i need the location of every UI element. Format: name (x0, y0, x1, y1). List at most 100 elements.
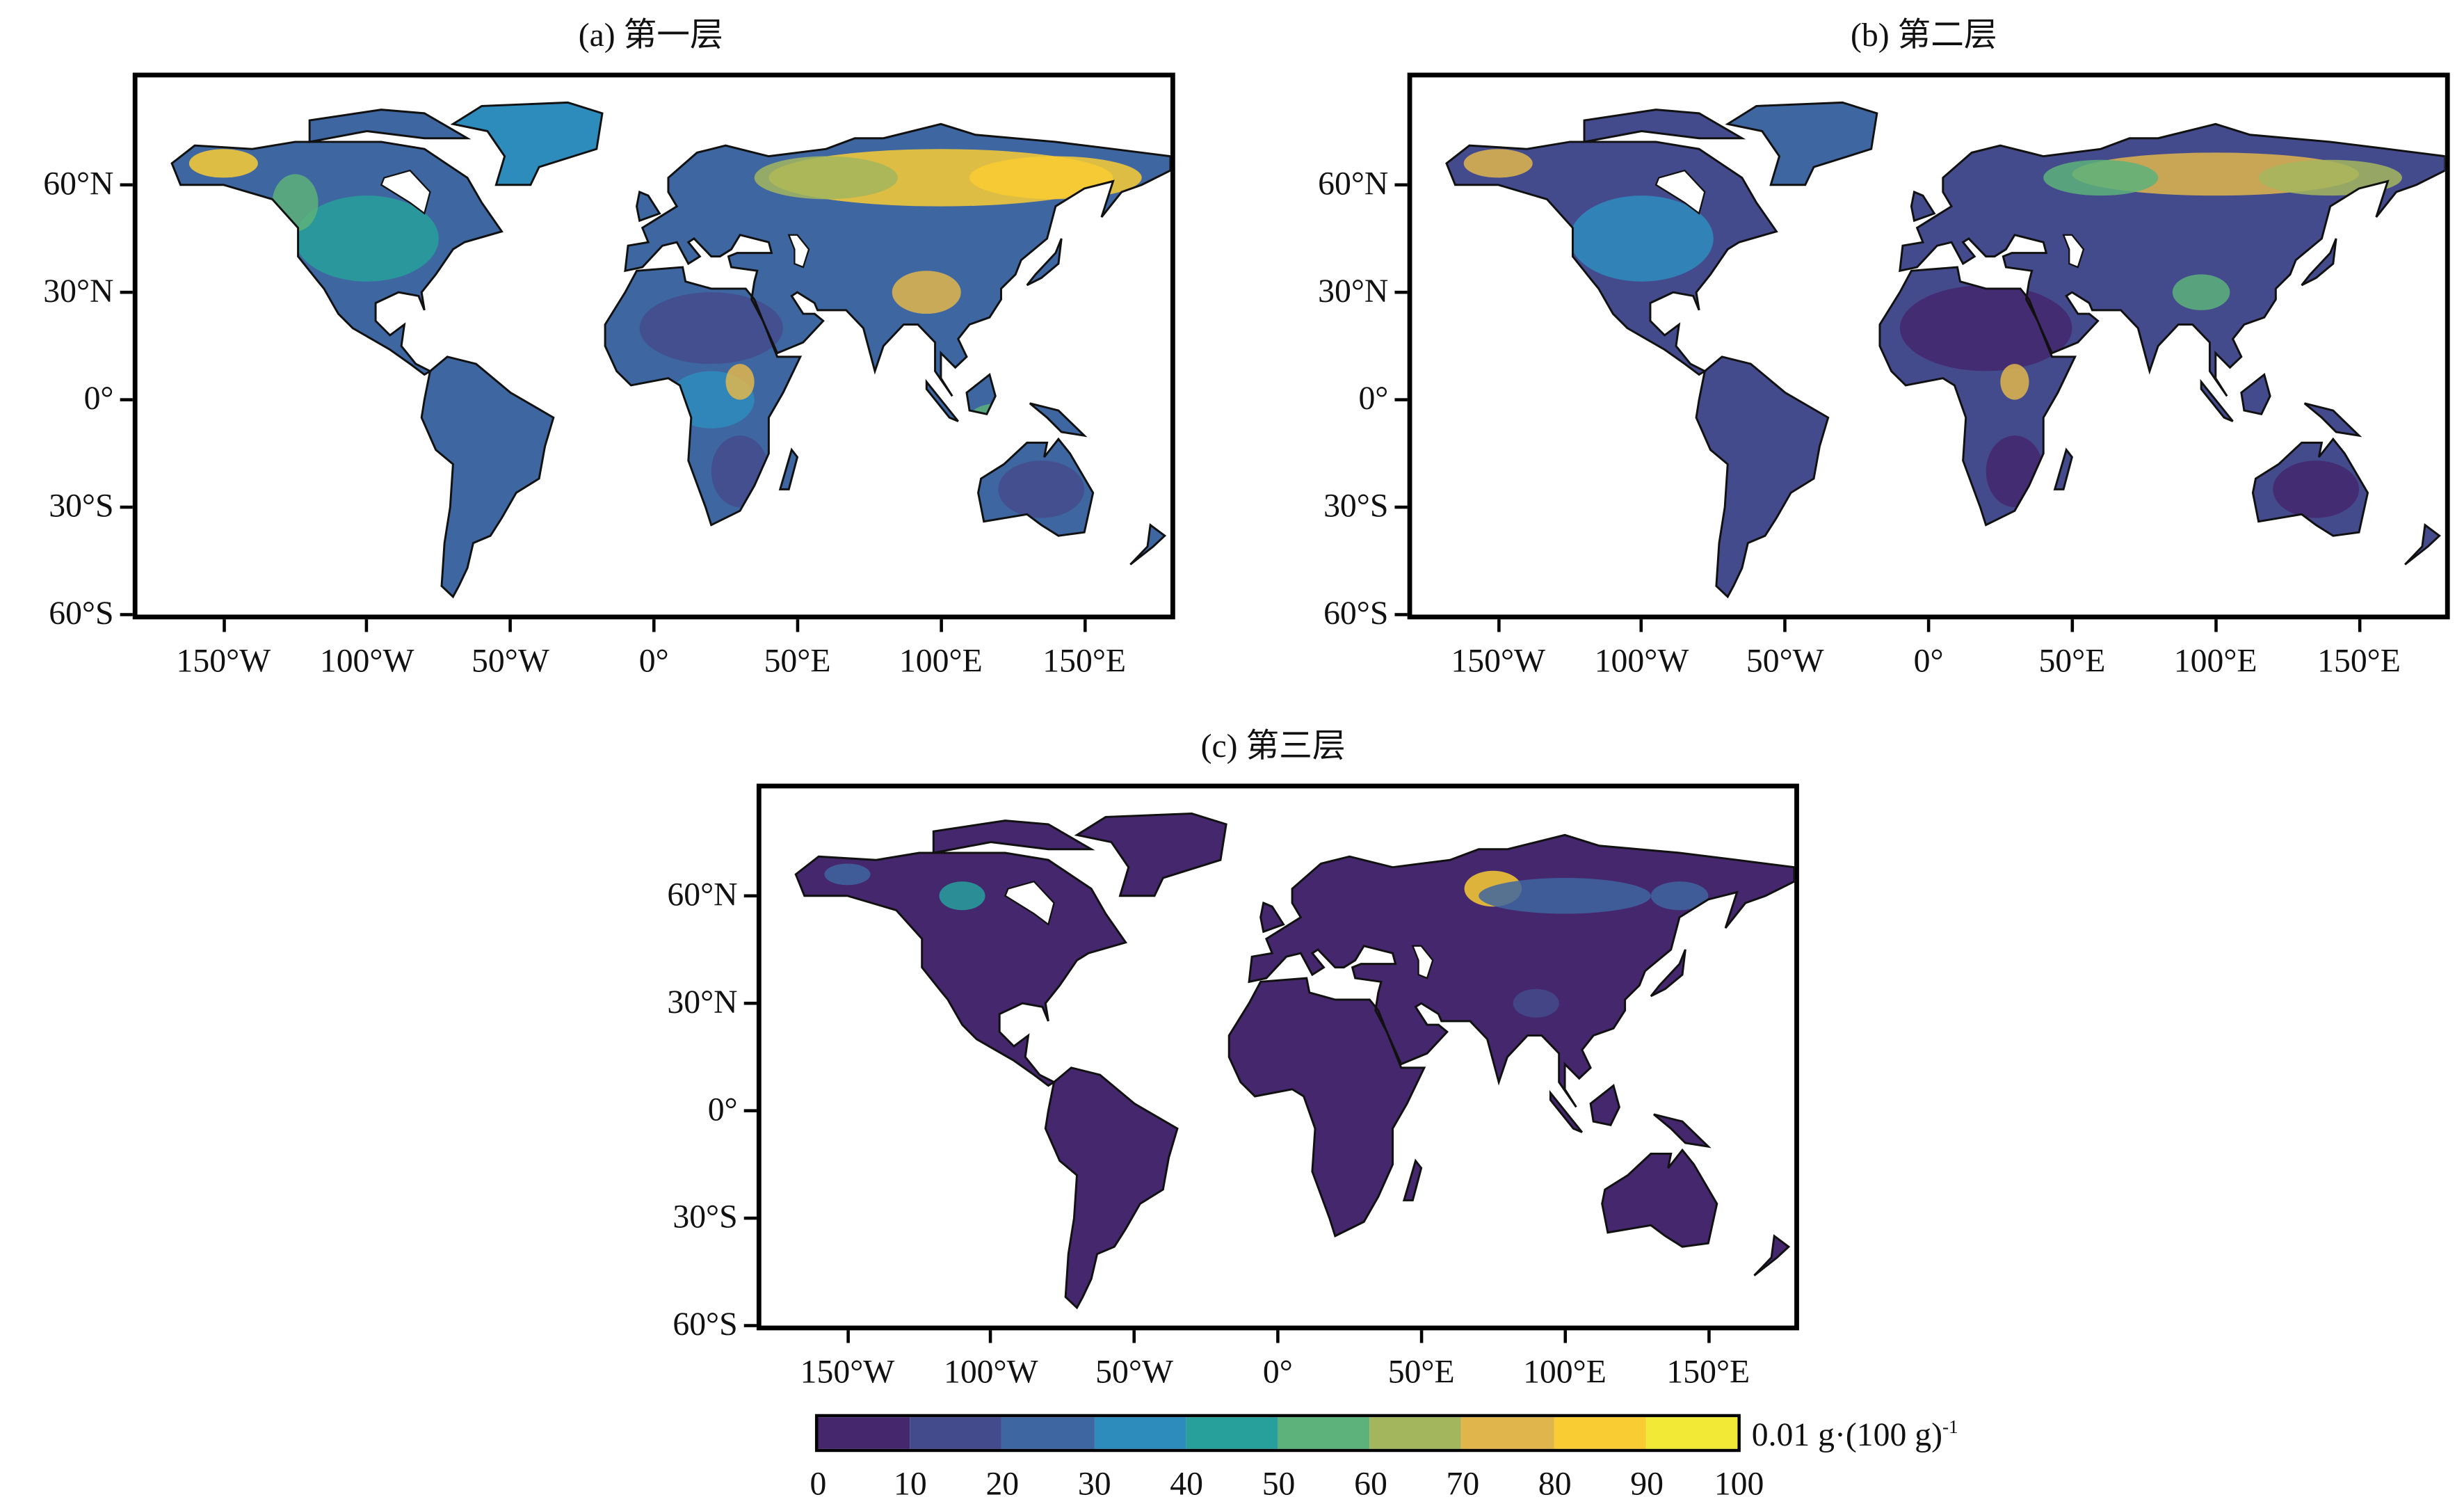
x-tick-label: 150°E (2317, 641, 2401, 680)
x-tick (1563, 1330, 1567, 1343)
landmass-jp (2301, 238, 2337, 285)
coastline (604, 266, 803, 527)
colorbar (814, 1414, 1741, 1453)
y-tick-label: 30°N (1318, 271, 1389, 310)
value-patch (1713, 381, 1800, 490)
landmass-md (2054, 449, 2072, 490)
coastline (2200, 378, 2234, 422)
coastline (2240, 372, 2271, 415)
y-tick (743, 894, 757, 898)
x-tick (508, 619, 513, 632)
value-patch (1479, 878, 1651, 914)
x-tick (1640, 619, 1643, 632)
coastline (1044, 1066, 1179, 1310)
x-tick (846, 1330, 849, 1343)
colorbar-tick-label: 20 (985, 1464, 1020, 1503)
x-tick-label: 50°W (1746, 641, 1824, 680)
x-tick-label: 150°W (1451, 641, 1546, 680)
y-tick-label: 30°N (43, 271, 114, 310)
colorbar-tick-label: 0 (810, 1464, 827, 1503)
value-patch (1650, 881, 1709, 911)
value-patch (725, 364, 755, 400)
water-body (1411, 945, 1434, 979)
coastline (1259, 901, 1285, 934)
x-tick-label: 0° (1262, 1352, 1293, 1391)
landmass-gr (1728, 102, 1877, 185)
landmass-ng (1029, 403, 1085, 436)
coastline (450, 101, 604, 186)
coastline (1653, 1113, 1712, 1149)
value-patch (2273, 461, 2360, 518)
value-patch (969, 156, 1142, 200)
landmass-md (1403, 1160, 1422, 1201)
value-patch (1463, 149, 1533, 178)
landmass-uk (1260, 902, 1284, 932)
coastline (1589, 1084, 1621, 1127)
y-tick-label: 0° (707, 1090, 738, 1128)
colorbar-tick-label: 90 (1630, 1464, 1664, 1503)
x-tick-label: 50°E (764, 641, 831, 680)
landmass-ng (1653, 1114, 1709, 1147)
x-tick (365, 619, 369, 632)
y-tick (743, 1109, 757, 1112)
x-tick (1783, 619, 1787, 632)
y-tick (1394, 290, 1408, 294)
x-tick (652, 619, 656, 632)
x-tick-label: 100°W (319, 641, 414, 680)
coastline (2404, 523, 2441, 566)
map-a-svg (170, 101, 1170, 599)
x-tick (1926, 619, 1931, 632)
x-tick (2070, 619, 2074, 632)
landmass-gr (453, 102, 603, 185)
landmass-uk (1911, 191, 1935, 221)
landmass-nz (1130, 525, 1165, 565)
x-tick-label: 0° (1913, 641, 1944, 680)
x-tick (1132, 1330, 1136, 1343)
map-c-svg (794, 812, 1795, 1310)
coastline (624, 122, 1170, 397)
y-tick-label: 30°S (1323, 486, 1389, 525)
coastline (1725, 101, 1878, 186)
y-tick (1394, 613, 1408, 616)
coastline (1402, 1158, 1423, 1201)
coastline (1650, 949, 1686, 998)
y-tick-label: 60°N (43, 164, 114, 202)
colorbar-segment (1186, 1417, 1278, 1449)
x-tick (222, 619, 225, 632)
water-body (2062, 234, 2085, 269)
coastline (2053, 447, 2073, 490)
panel-c-title: (c) 第三层 (1200, 726, 1346, 765)
y-tick-label: 60°S (673, 1305, 738, 1343)
coastline (1248, 833, 1795, 1108)
y-tick (120, 290, 133, 294)
colorbar-segment (1369, 1417, 1462, 1449)
coastline (1227, 977, 1426, 1238)
landmass-ng (2304, 403, 2360, 436)
coastline (308, 109, 472, 143)
water-body (1654, 169, 1706, 215)
colorbar-tick-label: 70 (1446, 1464, 1480, 1503)
colorbar-segment (1094, 1417, 1186, 1449)
colorbar-segment (818, 1417, 910, 1449)
landmass-gr (1077, 813, 1227, 896)
coastline (932, 819, 1095, 854)
water-body (1004, 880, 1055, 926)
x-tick-label: 150°W (176, 641, 271, 680)
colorbar-segment (1278, 1417, 1370, 1449)
x-tick-label: 150°W (800, 1352, 895, 1391)
coastline (925, 378, 959, 422)
y-tick (743, 1324, 757, 1327)
y-tick-label: 30°S (49, 486, 114, 525)
value-patch (754, 156, 898, 200)
landmass-sa (1045, 1067, 1177, 1308)
x-tick (1082, 619, 1086, 632)
value-patch (2043, 159, 2159, 196)
coastline (977, 437, 1095, 537)
map-panel-c (756, 783, 1799, 1331)
landmass-uk (636, 191, 660, 221)
value-patch (272, 174, 319, 232)
x-tick-label: 100°W (943, 1352, 1038, 1391)
colorbar-segment (1001, 1417, 1095, 1449)
coastline (794, 851, 1128, 1087)
landmass-bo (1591, 1085, 1620, 1126)
